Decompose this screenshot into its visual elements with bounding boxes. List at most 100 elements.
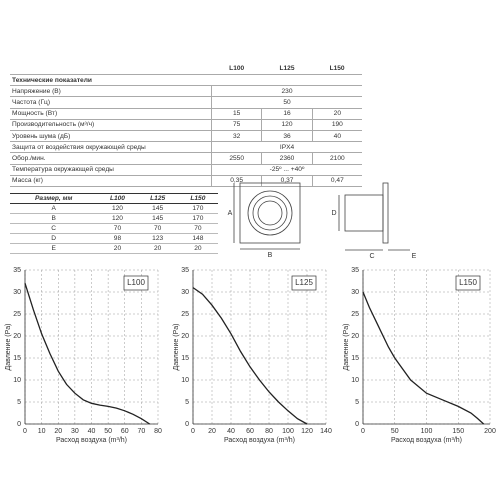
header-cell: L125	[261, 62, 313, 75]
curve	[192, 287, 308, 425]
size-cell: 170	[177, 203, 218, 214]
y-tick-label: 5	[17, 399, 21, 406]
y-tick-label: 25	[181, 311, 189, 318]
size-cell: 123	[137, 233, 178, 244]
x-tick-label: 120	[301, 428, 313, 435]
spec-row: Уровень шума (дБ) 32 36 40	[10, 130, 362, 143]
x-axis-label: Расход воздуха (m³/h)	[224, 437, 295, 444]
spec-label: Температура окружающей среды	[10, 164, 212, 176]
spec-value: 0,35	[211, 175, 262, 187]
size-cell: 145	[137, 203, 178, 214]
y-tick-label: 30	[181, 289, 189, 296]
curve	[362, 291, 485, 425]
dim-label: C	[369, 253, 374, 260]
spec-label: Уровень шума (дБ)	[10, 130, 212, 143]
x-tick-label: 20	[54, 428, 62, 435]
x-tick-label: 60	[121, 428, 129, 435]
x-tick-label: 0	[361, 428, 365, 435]
spec-row: Масса (кг) 0,35 0,37 0,47	[10, 175, 362, 187]
x-tick-label: 40	[88, 428, 96, 435]
size-cell: E	[10, 243, 98, 254]
size-row: E 20 20 20	[10, 243, 218, 254]
y-tick-label: 15	[13, 355, 21, 362]
x-tick-label: 50	[391, 428, 399, 435]
ring	[252, 195, 288, 231]
spec-value: 16	[261, 108, 313, 120]
header-row: Размер, мм L100 L125 L150	[10, 193, 218, 204]
x-tick-label: 200	[484, 428, 496, 435]
specs-table: L100 L125 L150 Технические показатели Напряж…	[10, 62, 362, 187]
y-tick-label: 30	[13, 289, 21, 296]
size-cell: 170	[177, 213, 218, 224]
x-tick-label: 150	[452, 428, 464, 435]
size-cell: 148	[177, 233, 218, 244]
x-tick-label: 140	[320, 428, 332, 435]
y-tick-label: 35	[181, 267, 189, 274]
spec-value: 32	[211, 130, 262, 143]
spec-row: Напряжение (В) 230	[10, 85, 362, 98]
spec-value: 2360	[261, 152, 313, 165]
spec-value: 0,47	[311, 175, 362, 187]
header-cell: L100	[211, 62, 262, 75]
y-tick-label: 0	[185, 421, 189, 428]
spec-value: 15	[211, 108, 262, 120]
spec-label: Обор./мин.	[10, 152, 212, 165]
y-tick-label: 0	[355, 421, 359, 428]
size-cell: 70	[177, 223, 218, 234]
y-tick-label: 5	[185, 399, 189, 406]
spec-row: Мощность (Вт) 15 16 20	[10, 108, 362, 120]
size-cell: 145	[137, 213, 178, 224]
size-cell: B	[10, 213, 98, 224]
chart-label: L125	[295, 278, 313, 287]
x-tick-label: 60	[246, 428, 254, 435]
spec-value: 40	[311, 130, 362, 143]
spec-value: 230	[211, 85, 362, 98]
y-tick-label: 10	[351, 377, 359, 384]
spec-label: Масса (кг)	[10, 175, 212, 187]
ring	[247, 190, 293, 236]
x-tick-label: 20	[208, 428, 216, 435]
spec-label: Частота (Гц)	[10, 96, 212, 109]
y-tick-label: 0	[17, 421, 21, 428]
y-tick-label: 15	[181, 355, 189, 362]
size-cell: 120	[97, 213, 138, 224]
section-row: Технические показатели	[10, 74, 362, 87]
y-axis-label: Давление (Pa)	[343, 323, 350, 370]
side-view	[338, 182, 410, 251]
x-tick-label: 0	[191, 428, 195, 435]
size-cell: A	[10, 203, 98, 214]
x-tick-label: 30	[71, 428, 79, 435]
y-tick-label: 10	[13, 377, 21, 384]
y-axis-label: Давление (Pa)	[5, 323, 12, 370]
size-cell: 70	[137, 223, 178, 234]
x-tick-label: 10	[38, 428, 46, 435]
x-axis-label: Расход воздуха (m³/h)	[56, 437, 127, 444]
sizes-table: Размер, мм L100 L125 L150 A 120 145 170 B 120 145 1…	[10, 193, 218, 254]
header-cell: L150	[177, 193, 218, 204]
spec-value: 75	[211, 119, 262, 131]
chart-label: L100	[127, 278, 145, 287]
flange	[382, 182, 389, 244]
spec-label: Напряжение (В)	[10, 85, 212, 98]
size-cell: 120	[97, 203, 138, 214]
spec-value: 120	[261, 119, 313, 131]
x-tick-label: 50	[104, 428, 112, 435]
y-tick-label: 20	[13, 333, 21, 340]
x-tick-label: 80	[154, 428, 162, 435]
y-tick-label: 5	[355, 399, 359, 406]
size-row: B 120 145 170	[10, 213, 218, 224]
size-cell: D	[10, 233, 98, 244]
size-row: C 70 70 70	[10, 223, 218, 234]
y-tick-label: 35	[351, 267, 359, 274]
y-tick-label: 20	[351, 333, 359, 340]
spec-row: Производительность (м³/ч) 75 120 190	[10, 119, 362, 131]
x-tick-label: 80	[265, 428, 273, 435]
section-cell: Технические показатели	[10, 74, 362, 87]
y-axis-label: Давление (Pa)	[173, 323, 180, 370]
x-tick-label: 100	[421, 428, 433, 435]
y-tick-label: 10	[181, 377, 189, 384]
x-tick-label: 40	[227, 428, 235, 435]
header-row: L100 L125 L150	[10, 62, 362, 75]
